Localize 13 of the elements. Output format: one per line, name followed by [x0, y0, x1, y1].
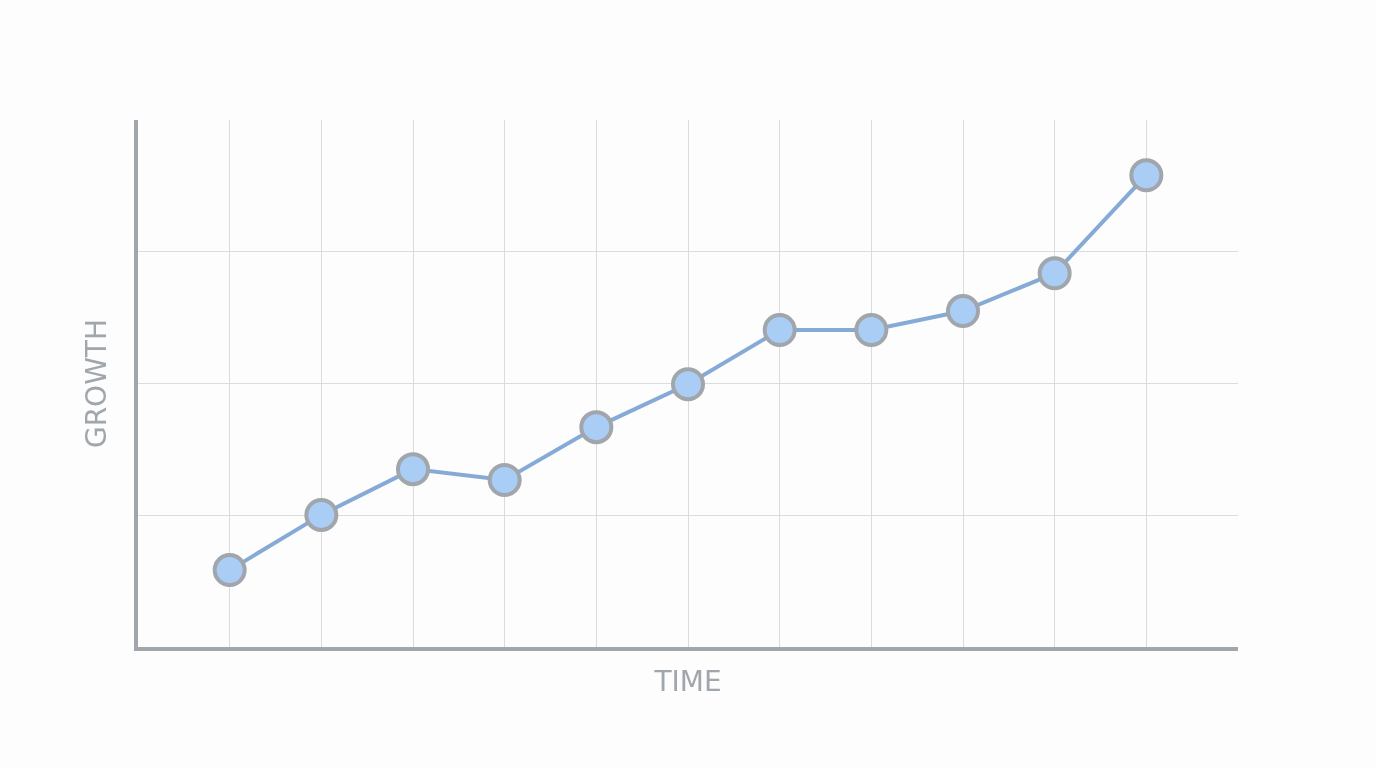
point [762, 312, 797, 347]
point [579, 410, 614, 445]
point [946, 294, 980, 329]
x-axis-title: TIME [653, 665, 722, 698]
point [304, 497, 339, 532]
point [396, 452, 430, 487]
point [671, 367, 705, 402]
point [212, 553, 247, 588]
point [1129, 158, 1164, 193]
point [1037, 256, 1072, 291]
point [854, 312, 889, 347]
point [487, 462, 522, 497]
y-axis-title: GROWTH [80, 318, 114, 449]
